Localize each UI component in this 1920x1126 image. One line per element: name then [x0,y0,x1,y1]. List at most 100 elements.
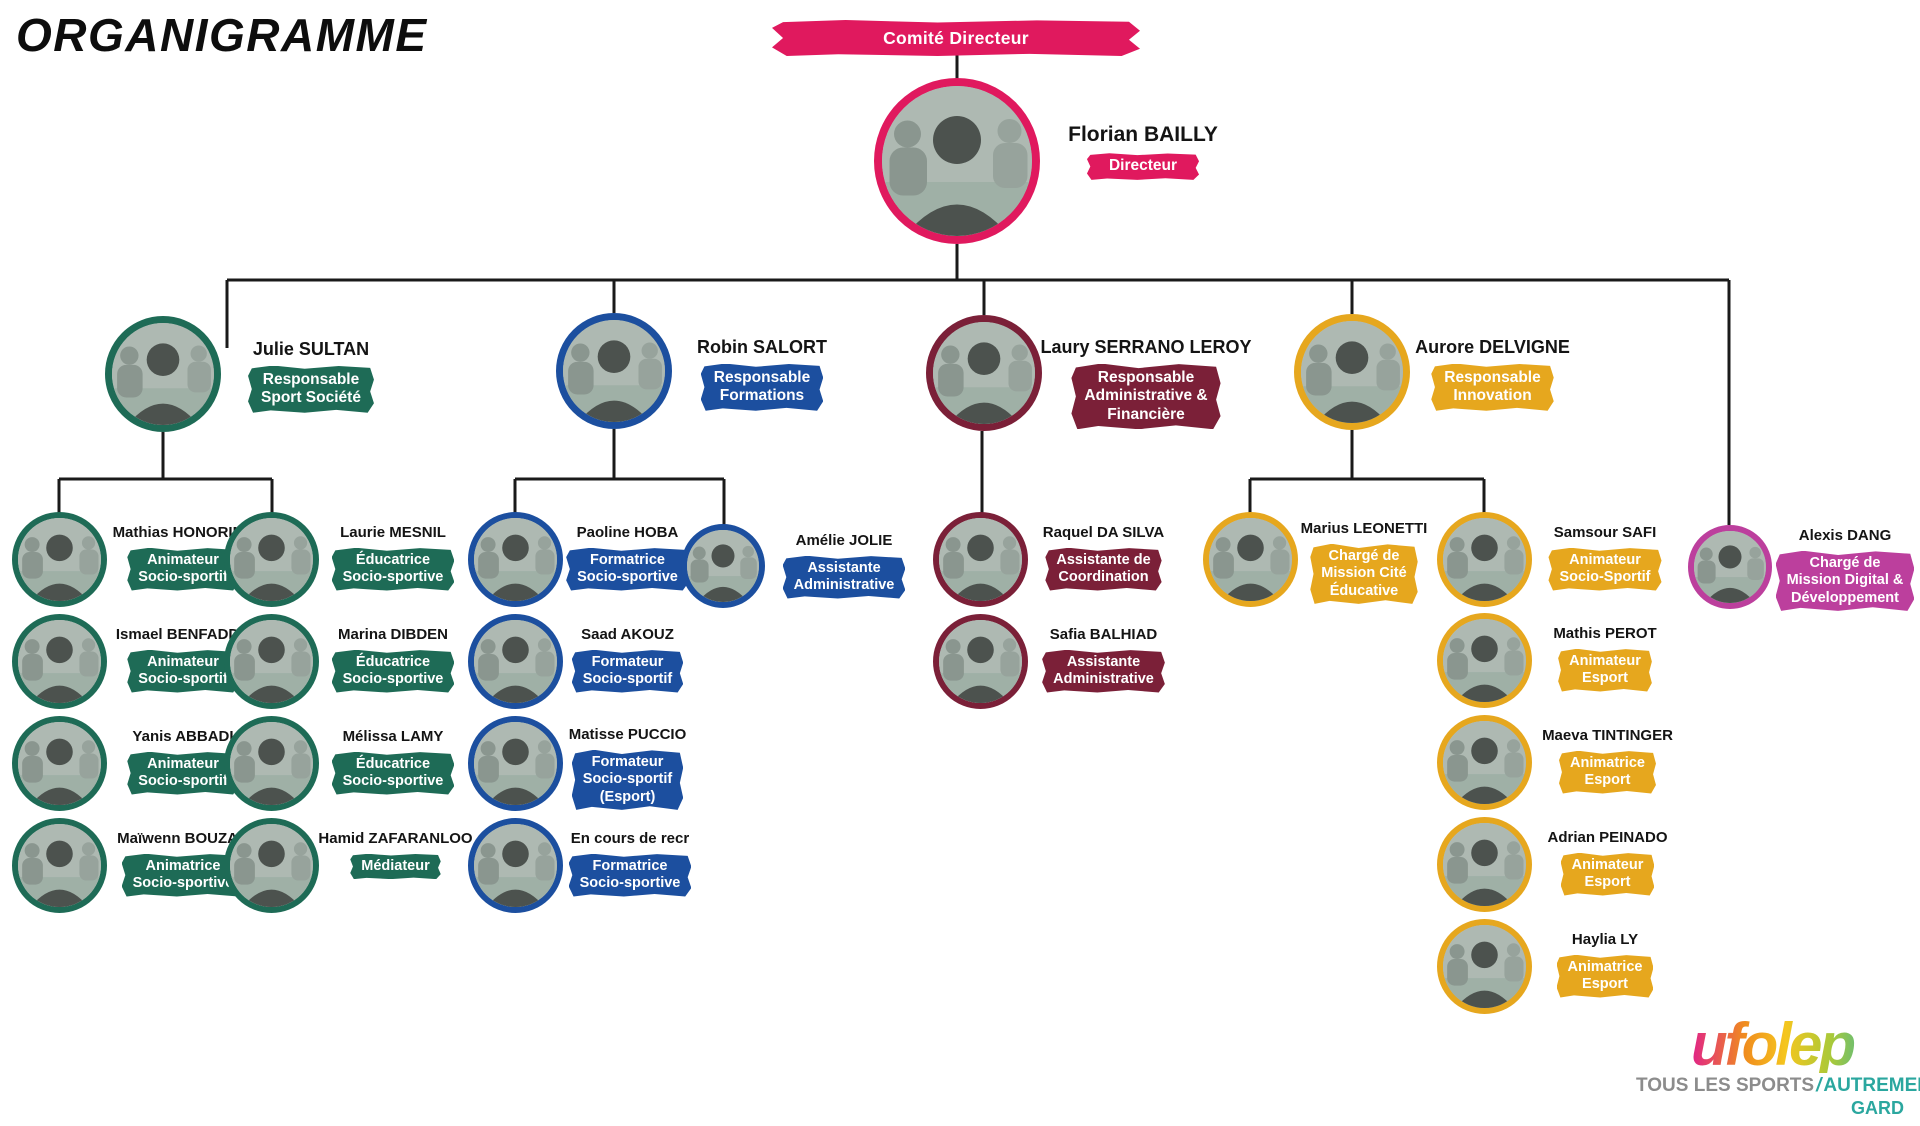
avatar [12,716,107,811]
person-name: Maeva TINTINGER [1542,727,1673,744]
logo-region: GARD [1851,1098,1904,1118]
person-photo-icon [18,722,101,805]
person-name: Paoline HOBA [576,524,679,541]
person-photo-icon [230,620,313,703]
person-photo-icon [1694,531,1766,603]
person-name: Amélie JOLIE [795,532,893,549]
avatar [12,512,107,607]
person-role-badge: Animateur Esport [1560,852,1655,896]
person-name: Haylia LY [1571,931,1639,948]
person-name: Laury SERRANO LEROY [1040,337,1252,357]
person-role-badge: Éducatrice Socio-sportive [331,751,455,795]
avatar [1203,512,1298,607]
person-photo-icon [474,620,557,703]
ufolep-logo: ufolep TOUS LES SPORTS/AUTREMENT GARD [1636,1015,1920,1119]
avatar [933,512,1028,607]
avatar [1437,919,1532,1014]
avatar [1437,817,1532,912]
person-name: Hamid ZAFARANLOO [318,830,473,847]
person-role-badge: Animatrice Esport [1556,954,1654,998]
person-photo-icon [933,322,1035,424]
person-photo-icon [1443,518,1526,601]
avatar [556,313,672,429]
person-name: Mathias HONORINE [112,524,254,541]
person-role-badge: Animateur Socio-Sportif [1548,547,1662,591]
person-role-badge: Formateur Socio-sportif (Esport) [571,749,684,810]
logo-tagline: TOUS LES SPORTS/AUTREMENT [1636,1075,1920,1097]
avatar [1437,512,1532,607]
person-role-badge: Animateur Esport [1558,648,1652,692]
person-photo-icon [112,323,214,425]
person-role-badge: Éducatrice Socio-sportive [331,649,455,693]
person-name: Julie SULTAN [252,339,370,359]
person-name: Robin SALORT [697,337,827,357]
person-photo-icon [1209,518,1292,601]
avatar [105,316,221,432]
tagline-left: TOUS LES SPORTS [1636,1075,1815,1096]
person-name: Saad AKOUZ [581,626,674,643]
avatar [224,716,319,811]
avatar [468,512,563,607]
person-role-badge: Formateur Socio-sportif [571,649,684,693]
avatar [1294,314,1410,430]
person-role-badge: Assistante de Coordination [1045,547,1162,591]
tagline-slash-icon: / [1816,1075,1822,1096]
person-role-badge: Assistante Administrative [1042,649,1165,693]
person-photo-icon [230,722,313,805]
person-name: Maïwenn BOUZAR [117,830,249,847]
person-photo-icon [1443,823,1526,906]
avatar [468,614,563,709]
person-name: En cours de recr [570,830,690,847]
person-role-badge: Animateur Socio-sportif [127,547,239,591]
avatar [933,614,1028,709]
person-role-badge: Responsable Formations [700,363,824,411]
person-role-badge: Responsable Administrative & Financière [1071,363,1221,430]
person-role-badge: Assistante Administrative [782,555,906,599]
person-photo-icon [474,518,557,601]
person-photo-icon [939,518,1022,601]
person-photo-icon [1443,925,1526,1008]
person-role-badge: Directeur [1086,153,1200,180]
person-photo-icon [18,824,101,907]
person-photo-icon [18,518,101,601]
person-name: Mathis PEROT [1553,625,1657,642]
person-role-badge: Animatrice Socio-sportive [121,853,245,897]
person-name: Ismael BENFADDA [115,626,251,643]
person-role-badge: Éducatrice Socio-sportive [331,547,455,591]
person-photo-icon [563,320,665,422]
person-name: Mélissa LAMY [342,728,444,745]
person-name: Aurore DELVIGNE [1415,337,1570,357]
person-photo-icon [18,620,101,703]
avatar [874,78,1040,244]
person-photo-icon [1443,721,1526,804]
person-photo-icon [687,530,759,602]
avatar [468,716,563,811]
avatar [926,315,1042,431]
person-role-badge: Chargé de Mission Digital & Développemen… [1775,550,1915,611]
person-name: Yanis ABBADI [132,728,234,745]
person-role-badge: Chargé de Mission Cité Éducative [1310,543,1418,604]
person-role-badge: Responsable Sport Société [248,365,374,413]
ufolep-wordmark: ufolep [1636,1015,1908,1075]
committee-banner: Comité Directeur [772,20,1140,56]
avatar [1688,525,1772,609]
person-role-badge: Responsable Innovation [1431,363,1554,411]
person-photo-icon [230,518,313,601]
person-role-badge: Formatrice Socio-sportive [568,853,692,897]
person-photo-icon [939,620,1022,703]
person-photo-icon [1443,619,1526,702]
person-name: Samsour SAFI [1553,524,1657,541]
avatar [468,818,563,913]
person-role-badge: Animateur Socio-sportif [127,751,239,795]
person-photo-icon [474,824,557,907]
avatar [12,614,107,709]
person-name: Alexis DANG [1798,527,1892,544]
person-name: Laurie MESNIL [340,524,446,541]
person-photo-icon [1301,321,1403,423]
person-role-badge: Formatrice Socio-sportive [566,547,689,591]
person-photo-icon [474,722,557,805]
person-name: Florian BAILLY [1068,123,1218,146]
person-name: Safia BALHIAD [1049,626,1158,643]
person-name: Marius LEONETTI [1300,520,1428,537]
